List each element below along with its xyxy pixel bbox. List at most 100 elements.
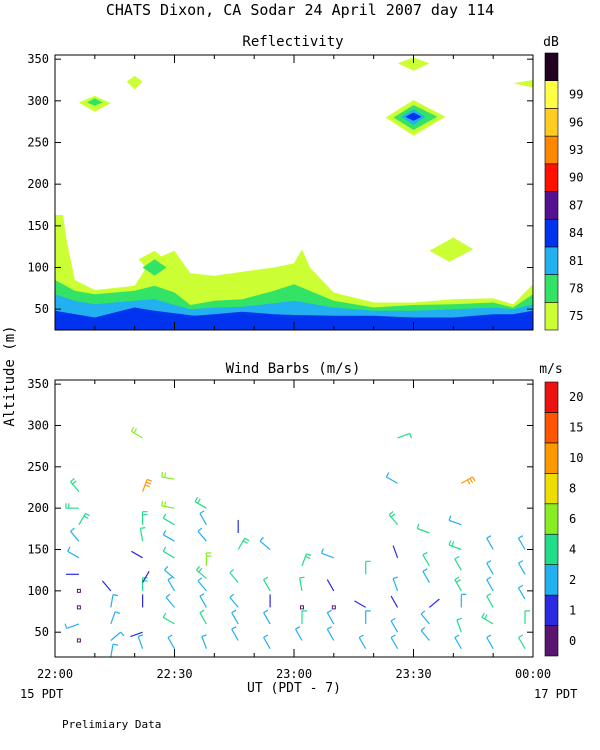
wind-barb [388, 511, 399, 526]
wind-barb [392, 576, 399, 592]
wind-barb [76, 588, 81, 593]
wind-barb [420, 626, 430, 641]
wind-barb [392, 545, 399, 559]
colorbar-swatch [544, 442, 559, 474]
wind-barb [461, 476, 476, 485]
wind-barb [294, 626, 303, 641]
wind-barb [390, 617, 399, 633]
y-tick-label: 200 [27, 501, 49, 515]
wind-barb [101, 580, 112, 592]
wind-barb [199, 609, 207, 625]
colorbar-tick-label: 0 [569, 634, 576, 648]
wind-barb [481, 612, 494, 625]
y-tick-label: 200 [27, 177, 49, 191]
wind-barb [76, 638, 81, 643]
wind-barb [486, 576, 494, 592]
x-tick-label: 22:30 [156, 667, 192, 681]
footer-note: Prelimiary Data [62, 718, 161, 731]
colorbar-tick-label: 87 [569, 198, 583, 212]
colorbar-swatch [544, 473, 559, 505]
colorbar-tick-label: 84 [569, 226, 583, 240]
windbarbs-colorbar: 0 1 2 4 6 8 10 15 20 [544, 381, 583, 657]
reflectivity-cell-84 [405, 112, 422, 121]
y-tick-label: 350 [27, 377, 49, 391]
wind-barb [454, 576, 462, 592]
reflectivity-cell-75 [126, 75, 143, 90]
wind-barb [142, 571, 150, 583]
x-axis-label: UT (PDT - 7) [247, 681, 341, 696]
x-tick-label: 23:30 [395, 667, 431, 681]
windbarbs-title: Wind Barbs (m/s) [226, 361, 361, 377]
colorbar-swatch [544, 503, 559, 535]
colorbar-swatch [544, 108, 559, 137]
reflectivity-cell-75 [429, 237, 474, 262]
wind-barb [229, 593, 239, 608]
wind-barb [263, 609, 271, 625]
colorbar-swatch [544, 533, 559, 565]
y-tick-label: 100 [27, 584, 49, 598]
colorbar-swatch [544, 135, 559, 165]
wind-barb [137, 634, 144, 649]
y-tick-label: 100 [27, 261, 49, 275]
wind-barb [422, 551, 430, 567]
wind-barb [142, 577, 148, 591]
wind-barb [259, 536, 271, 550]
y-tick-label: 300 [27, 94, 49, 108]
colorbar-tick-label: 20 [569, 390, 583, 404]
wind-barb [70, 527, 80, 542]
wind-barb [263, 576, 271, 592]
y-tick-label: 250 [27, 136, 49, 150]
wind-barb [110, 594, 119, 608]
windbarbs-frame [54, 379, 534, 658]
y-tick-label: 150 [27, 219, 49, 233]
wind-barb [76, 605, 81, 610]
y-tick-label: 300 [27, 418, 49, 432]
y-tick-label: 50 [35, 302, 49, 316]
wind-barb [354, 600, 366, 608]
wind-barb [331, 605, 336, 610]
wind-barb [142, 478, 153, 492]
wind-barb [299, 576, 305, 592]
y-tick-label: 250 [27, 460, 49, 474]
wind-barb [164, 565, 175, 579]
wind-barb [139, 527, 146, 542]
wind-barb [167, 576, 176, 592]
colorbar-swatch [544, 246, 559, 275]
wind-barb [161, 471, 175, 480]
wind-barb [110, 643, 119, 658]
wind-barb [517, 584, 526, 600]
wind-barb [390, 634, 399, 650]
wind-barb [65, 503, 79, 509]
colorbar-swatch [544, 412, 559, 444]
colorbar-tick-label: 99 [569, 88, 583, 102]
colorbar-tick-label: 6 [569, 512, 576, 526]
reflectivity-cell-75 [513, 80, 533, 88]
wind-barb [195, 565, 207, 579]
wind-barb [131, 550, 143, 559]
wind-barb [142, 511, 148, 525]
wind-barb [162, 546, 175, 559]
wind-barb [237, 537, 250, 550]
y-tick-label: 50 [35, 625, 49, 639]
colorbar-swatch [544, 274, 559, 303]
wind-barb [365, 560, 371, 575]
wind-barb [301, 610, 307, 624]
colorbar-swatch [544, 564, 559, 596]
wind-barb [486, 634, 494, 650]
wind-barb [201, 634, 207, 649]
wind-barb [130, 631, 143, 638]
colorbar-swatch [544, 301, 559, 331]
wind-barb [416, 523, 430, 534]
reflectivity-plot [55, 57, 533, 330]
y-tick-label: 350 [27, 52, 49, 66]
wind-barb [162, 513, 175, 526]
wind-barb [429, 598, 440, 608]
wind-barb [161, 500, 175, 509]
y-tick-label: 150 [27, 543, 49, 557]
wind-barb [517, 560, 526, 575]
reflectivity-colorbar: 75 78 81 84 87 90 93 96 99 [544, 52, 583, 331]
windbarbs-axes: 50 100 150 200 250 300 350 22:00 22:30 23:00 23:30… [27, 377, 551, 681]
wind-barb [420, 610, 430, 625]
wind-barb [326, 579, 335, 592]
wind-barb [460, 593, 467, 608]
